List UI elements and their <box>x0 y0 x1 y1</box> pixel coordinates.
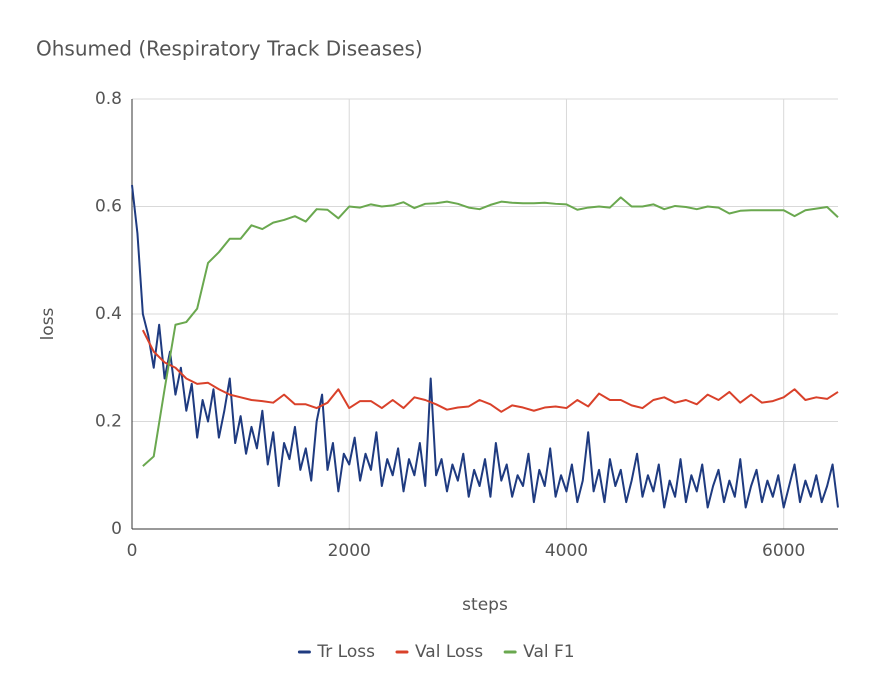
y-tick-label: 0.6 <box>95 197 122 217</box>
legend-label: Val F1 <box>523 642 574 662</box>
series-line <box>142 196 839 467</box>
x-tick-label: 6000 <box>762 541 805 561</box>
x-tick-label: 0 <box>127 541 138 561</box>
x-tick-label: 4000 <box>545 541 588 561</box>
legend-label: Val Loss <box>415 642 483 662</box>
series-line <box>141 329 839 413</box>
y-tick-label: 0 <box>111 519 122 539</box>
y-tick-label: 0.4 <box>95 304 122 324</box>
chart-title: Ohsumed (Respiratory Track Diseases) <box>36 37 423 61</box>
series-line <box>131 184 839 509</box>
x-axis-title: steps <box>462 595 508 615</box>
y-axis-title: loss <box>38 307 58 340</box>
y-tick-label: 0.8 <box>95 89 122 109</box>
x-tick-label: 2000 <box>328 541 371 561</box>
y-tick-label: 0.2 <box>95 412 122 432</box>
legend-label: Tr Loss <box>316 642 375 662</box>
